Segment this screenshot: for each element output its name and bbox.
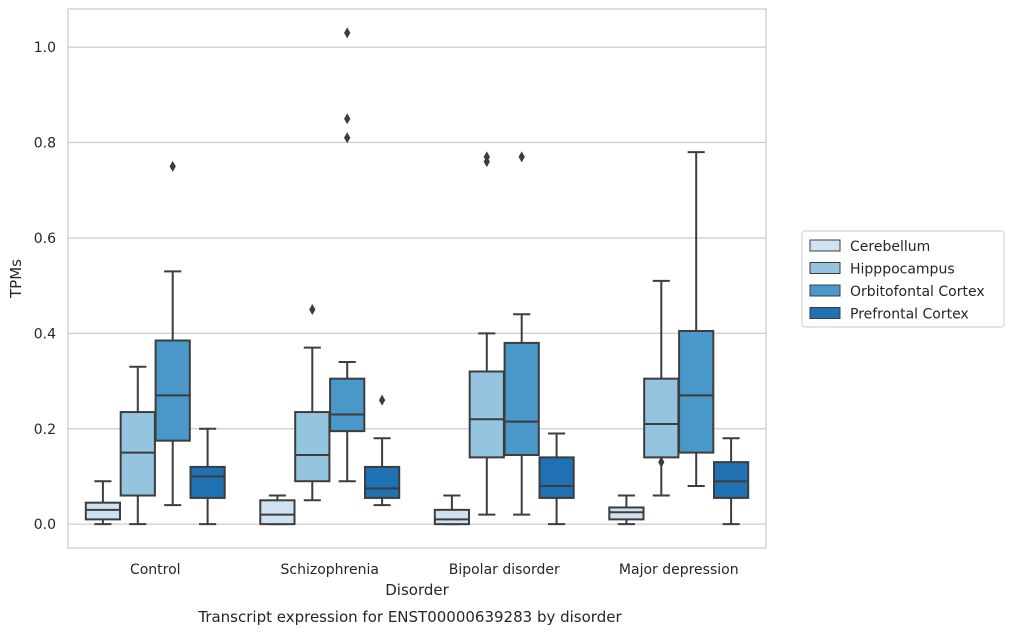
box-prefrontal-cortex [712, 437, 750, 526]
x-axis-label: Disorder [385, 581, 449, 599]
box-hipppocampus [294, 304, 331, 502]
box-orbitofontal-cortex [678, 151, 715, 487]
box-prefrontal-cortex [538, 432, 575, 526]
box-iqr [538, 456, 575, 499]
outlier-point [518, 151, 525, 163]
legend-label: Prefrontal Cortex [850, 307, 969, 323]
y-tick-label: 1.0 [34, 40, 56, 56]
legend-label: Hipppocampus [850, 262, 955, 278]
box-prefrontal-cortex [189, 427, 226, 526]
legend-swatch [809, 262, 841, 274]
box-iqr [294, 411, 331, 483]
box-hipppocampus [119, 365, 156, 526]
box-orbitofontal-cortex [503, 151, 540, 516]
legend: Cerebellum Hipppocampus Orbitofontal Corte… [801, 230, 1005, 328]
box-layer [84, 27, 750, 526]
box-iqr [712, 461, 750, 499]
box-iqr [84, 501, 122, 521]
legend-item: Hipppocampus [809, 262, 955, 278]
legend-frame [801, 230, 1005, 328]
outlier-point [344, 113, 351, 125]
plot-frame [67, 8, 767, 549]
box-cerebellum [608, 494, 645, 526]
y-axis-label: TPMs [7, 259, 25, 299]
box-iqr [503, 341, 540, 456]
outlier-point [658, 456, 665, 468]
y-tick-label: 0.4 [34, 326, 56, 342]
box-orbitofontal-cortex [154, 160, 191, 507]
legend-label: Cerebellum [850, 239, 930, 255]
box-iqr [678, 329, 715, 454]
box-hipppocampus [643, 279, 680, 497]
box-orbitofontal-cortex [329, 27, 366, 483]
box-prefrontal-cortex [363, 394, 401, 507]
x-tick-label: Schizophrenia [281, 562, 379, 578]
box-iqr [433, 508, 471, 526]
legend-item: Orbitofontal Cortex [809, 284, 985, 300]
legend-item: Prefrontal Cortex [809, 307, 969, 323]
box-iqr [154, 339, 191, 442]
outlier-point [378, 394, 386, 406]
outlier-point [344, 132, 351, 144]
y-tick-label: 0.6 [34, 231, 56, 247]
box-cerebellum [259, 494, 296, 526]
y-tick-label: 0.2 [34, 422, 56, 438]
legend-swatch [809, 284, 841, 297]
y-tick-labels: 0.0 0.2 0.4 0.6 0.8 1.0 [34, 40, 56, 533]
legend-swatch [809, 239, 841, 252]
box-iqr [643, 377, 680, 459]
box-iqr [119, 411, 156, 497]
box-cerebellum [433, 494, 471, 526]
box-iqr [363, 465, 401, 499]
y-tick-label: 0.0 [34, 517, 56, 533]
box-hipppocampus [468, 151, 505, 516]
outlier-point [483, 151, 490, 163]
y-tick-label: 0.8 [34, 136, 56, 152]
legend-swatch [809, 307, 841, 319]
outlier-point [309, 304, 316, 316]
box-iqr [189, 465, 226, 499]
legend-label: Orbitofontal Cortex [850, 284, 985, 300]
outlier-point [344, 27, 351, 39]
box-iqr [468, 370, 505, 459]
box-iqr [608, 506, 645, 521]
box-iqr [329, 377, 366, 433]
x-tick-label: Bipolar disorder [449, 562, 560, 578]
x-tick-label: Control [130, 562, 181, 578]
outlier-point [169, 160, 176, 172]
x-tick-label: Major depression [619, 562, 739, 578]
box-cerebellum [84, 480, 122, 526]
chart-title: Transcript expression for ENST0000063928… [197, 608, 622, 626]
box-iqr [259, 499, 296, 526]
x-tick-labels: Control Schizophrenia Bipolar disorder Majo… [130, 562, 739, 578]
legend-item: Cerebellum [809, 239, 930, 255]
